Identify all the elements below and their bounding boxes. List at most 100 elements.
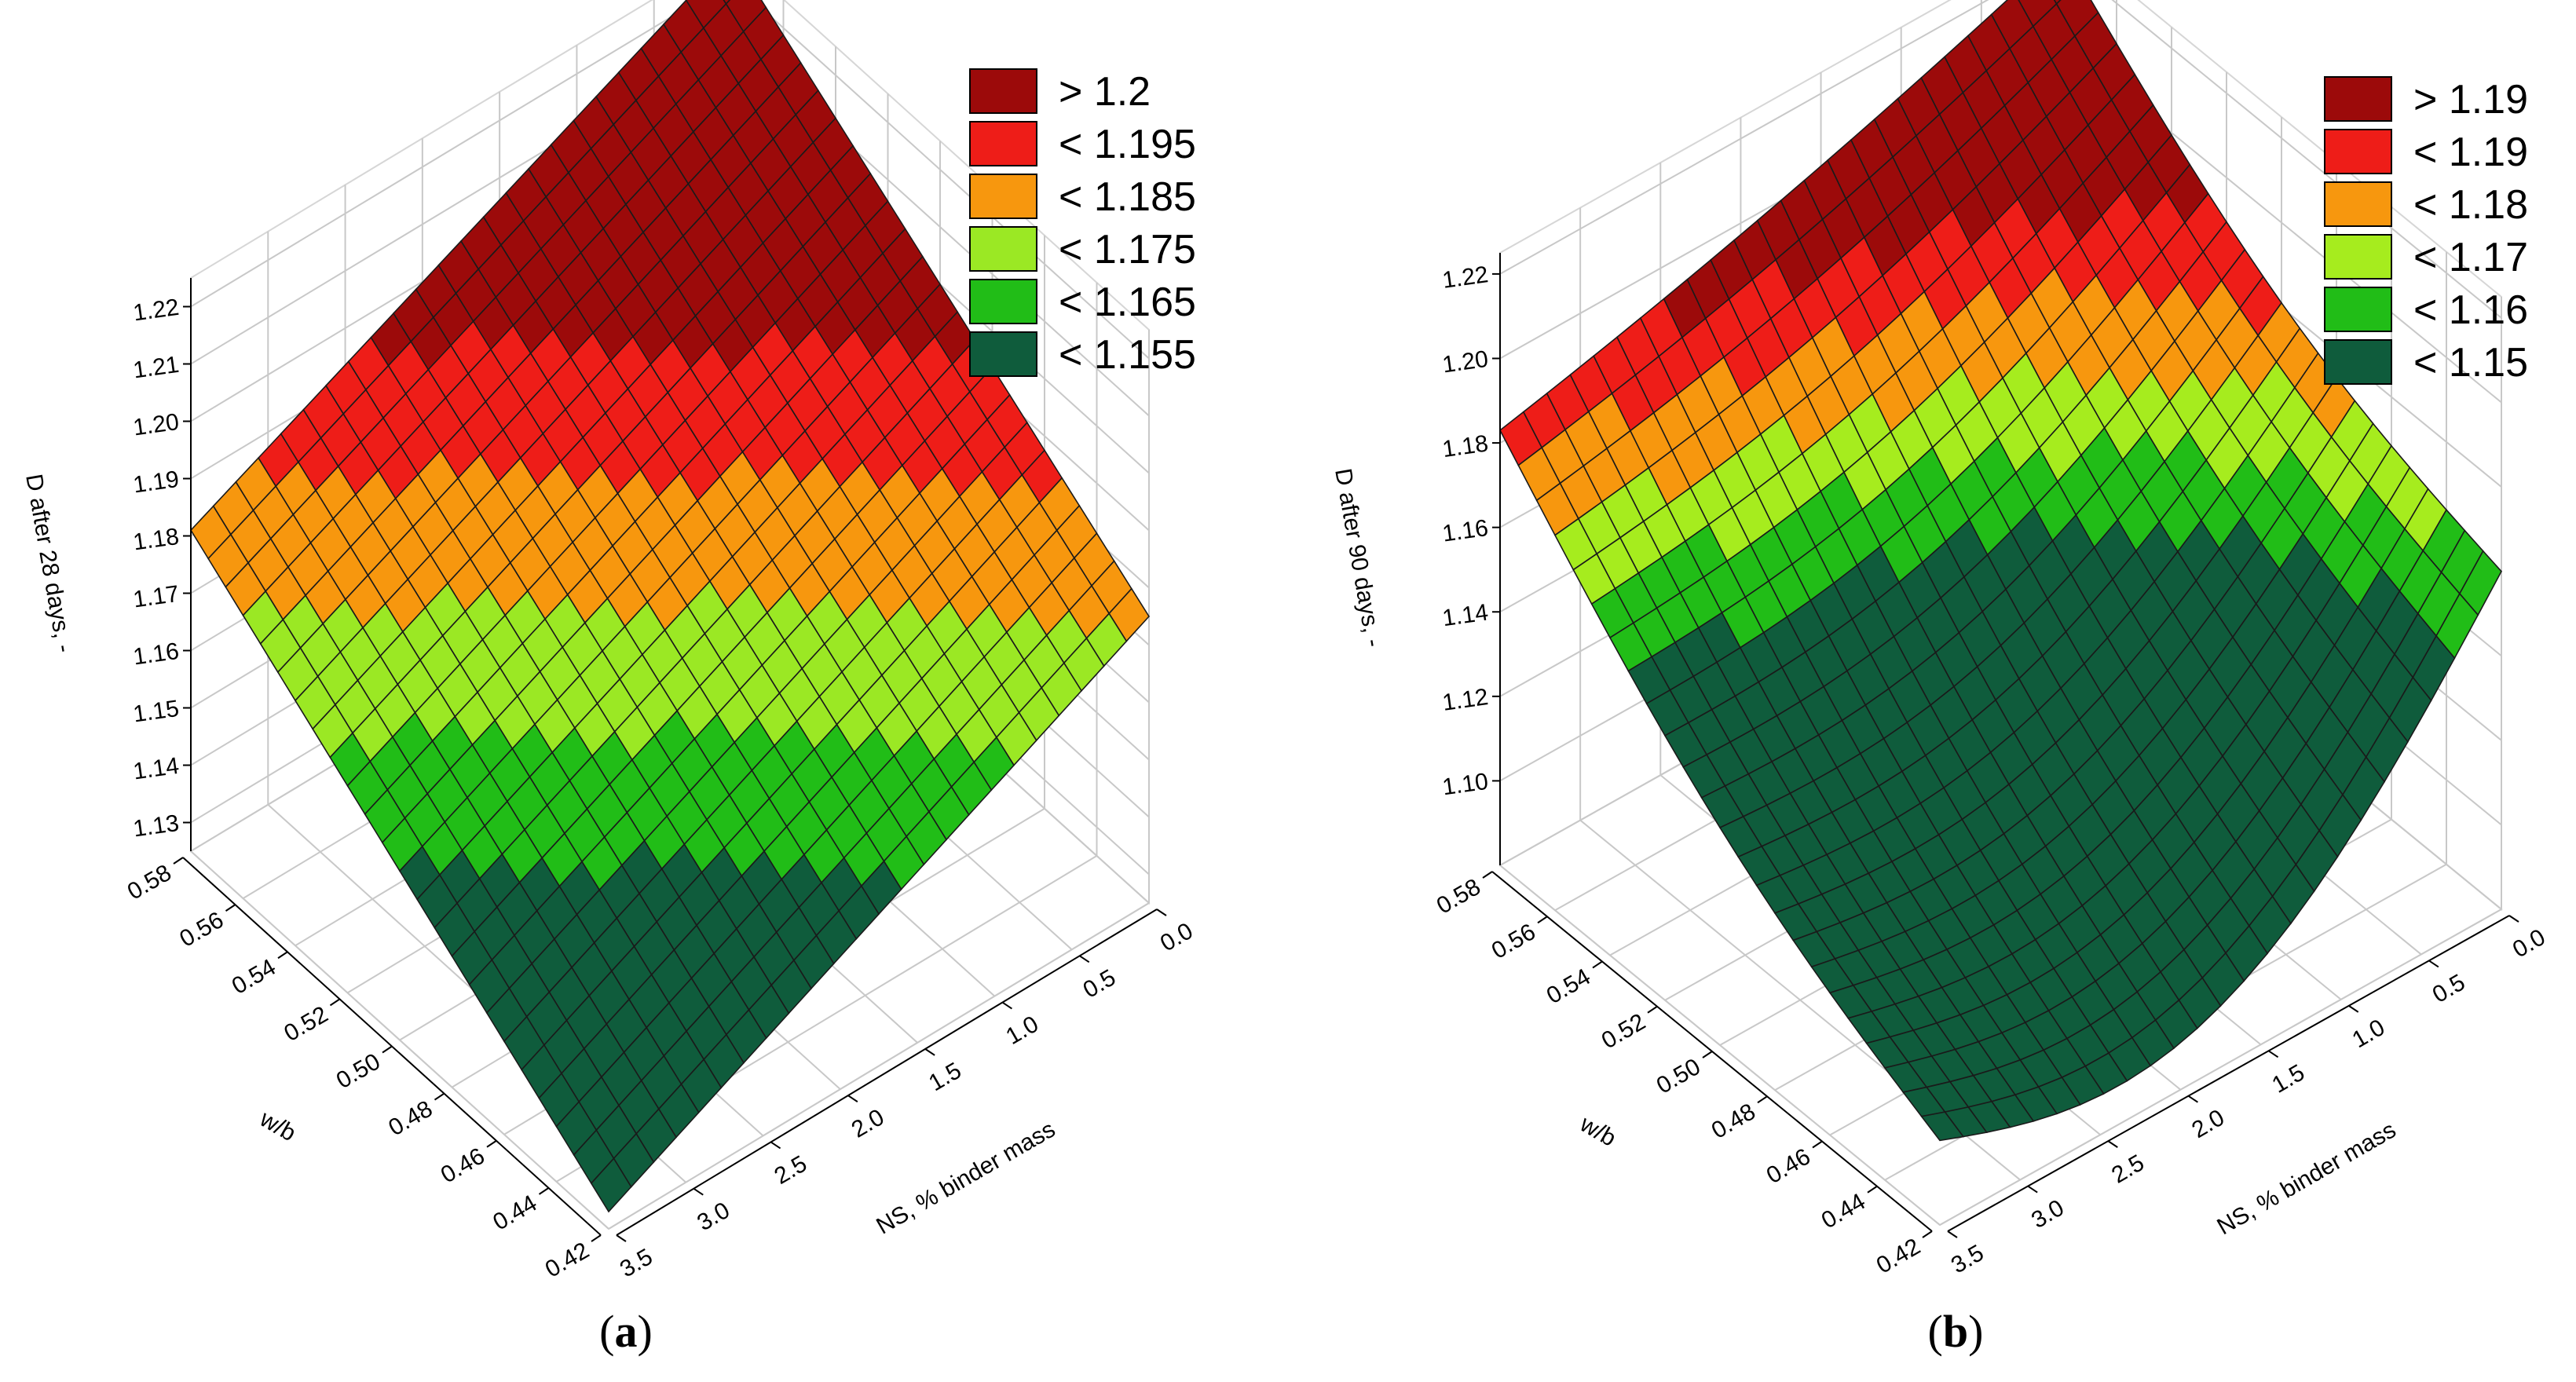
panel-label-letter: b	[1943, 1306, 1968, 1357]
legend-swatch	[2324, 129, 2392, 174]
y-tick-label: 0.42	[541, 1238, 594, 1283]
y-tick-label: 0.46	[1762, 1143, 1815, 1189]
y-tick-label: 0.42	[1872, 1234, 1925, 1279]
y-tick-label: 0.46	[437, 1143, 489, 1189]
x-tick-mark	[770, 1141, 781, 1150]
x-axis-line	[1947, 915, 2510, 1232]
x-tick-label: 0.0	[2508, 924, 2550, 963]
x-tick-mark	[693, 1187, 704, 1196]
y-tick-label: 0.56	[175, 907, 228, 952]
y-tick-label: 0.58	[1433, 874, 1485, 920]
x-tick-label: 2.5	[2107, 1150, 2149, 1188]
y-tick-label: 0.54	[1542, 963, 1595, 1009]
legend-swatch	[2324, 234, 2392, 280]
y-tick-label: 0.48	[384, 1096, 437, 1142]
legend: > 1.19 < 1.19 < 1.18 < 1.17 < 1.16 < 1.15	[2324, 76, 2528, 386]
surface-mesh	[1498, 0, 2502, 1142]
y-tick-label: 0.44	[1817, 1189, 1870, 1234]
legend-label: < 1.17	[2413, 235, 2528, 280]
z-tick-label: 1.18	[132, 524, 181, 556]
x-tick-mark	[2268, 1050, 2279, 1058]
x-tick-label: 1.5	[924, 1058, 966, 1096]
x-tick-label: 3.0	[2027, 1195, 2069, 1234]
surface-cell	[1920, 1111, 1965, 1142]
x-tick-mark	[2107, 1140, 2118, 1148]
legend-swatch	[2324, 287, 2392, 332]
legend-swatch	[969, 174, 1037, 219]
z-axis-title: D after 90 days, -	[1330, 466, 1386, 649]
x-tick-mark	[2428, 960, 2439, 968]
x-tick-mark	[616, 1234, 627, 1242]
z-axis-title: D after 28 days, -	[20, 472, 77, 654]
y-tick-mark	[1812, 1140, 1823, 1149]
panel-label-close: )	[1968, 1306, 1983, 1357]
x-tick-label: 3.5	[1947, 1240, 1989, 1278]
y-tick-label: 0.58	[123, 860, 176, 905]
surface-chart-a: 0.0 0.5 1.0 1.5 2.0 2.5 3.0 3.5 0.580.560.540.52…	[20, 0, 1198, 1357]
legend-label: < 1.165	[1059, 280, 1196, 325]
panel-label-close: )	[638, 1306, 653, 1357]
y-axis-title: w/b	[1575, 1110, 1620, 1151]
x-tick-label: 2.5	[770, 1150, 812, 1189]
y-tick-label: 0.52	[280, 1001, 332, 1047]
legend-label: < 1.19	[2413, 130, 2528, 175]
z-tick-label: 1.18	[1441, 430, 1490, 462]
z-tick-label: 1.20	[1441, 346, 1490, 378]
x-tick-mark	[2187, 1095, 2198, 1103]
y-axis-title: w/b	[254, 1106, 300, 1146]
y-tick-mark	[434, 1092, 445, 1101]
panel-label: (b)	[1928, 1306, 1984, 1357]
z-tick-label: 1.17	[132, 581, 181, 613]
y-tick-mark	[382, 1045, 393, 1054]
x-tick-label: 3.0	[693, 1197, 734, 1236]
legend-swatch	[2324, 339, 2392, 385]
x-axis-line	[616, 909, 1158, 1236]
legend-label: < 1.15	[2413, 340, 2528, 386]
y-tick-label: 0.54	[228, 954, 280, 1000]
y-tick-mark	[1922, 1230, 1933, 1238]
x-tick-label: 2.0	[2187, 1105, 2229, 1143]
legend-swatch	[969, 331, 1037, 377]
legend-swatch	[969, 121, 1037, 166]
panel-label: (a)	[599, 1306, 653, 1357]
y-tick-mark	[1702, 1051, 1713, 1058]
y-tick-mark	[277, 951, 288, 960]
y-tick-mark	[538, 1187, 550, 1195]
legend-label: < 1.18	[2413, 182, 2528, 228]
x-tick-label: 1.0	[2348, 1015, 2390, 1053]
legend: > 1.2 < 1.195 < 1.185 < 1.175 < 1.165 < 1.155	[969, 68, 1196, 378]
legend-label: > 1.19	[2413, 77, 2528, 122]
legend-label: > 1.2	[1059, 69, 1151, 115]
y-tick-mark	[1867, 1185, 1878, 1194]
legend-swatch	[2324, 181, 2392, 227]
z-tick-label: 1.22	[132, 294, 181, 327]
x-tick-label: 0.0	[1156, 918, 1198, 956]
x-tick-label: 3.5	[616, 1244, 657, 1282]
grid-line	[1939, 909, 2502, 1226]
x-tick-label: 1.5	[2268, 1059, 2310, 1098]
x-axis-title: NS, % binder mass	[872, 1117, 1059, 1240]
x-tick-mark	[2348, 1005, 2359, 1013]
y-tick-mark	[1537, 916, 1548, 924]
z-tick-label: 1.10	[1441, 769, 1490, 801]
y-tick-label: 0.44	[488, 1190, 541, 1236]
legend-label: < 1.175	[1059, 227, 1196, 272]
x-tick-label: 2.0	[847, 1104, 889, 1143]
legend-swatch	[969, 226, 1037, 272]
y-tick-mark	[329, 998, 341, 1007]
z-tick-label: 1.19	[132, 466, 181, 499]
x-tick-label: 0.5	[1079, 964, 1121, 1003]
y-tick-mark	[486, 1139, 497, 1148]
panel-label-open: (	[599, 1306, 614, 1357]
x-tick-mark	[847, 1095, 858, 1102]
surface-cell	[590, 1157, 632, 1213]
legend-swatch	[969, 68, 1037, 114]
y-tick-mark	[1647, 1005, 1658, 1014]
y-tick-label: 0.56	[1487, 919, 1540, 964]
x-axis-title: NS, % binder mass	[2213, 1117, 2401, 1240]
x-tick-mark	[1156, 909, 1167, 916]
panel-label-open: (	[1928, 1306, 1943, 1357]
x-tick-mark	[2027, 1185, 2038, 1194]
